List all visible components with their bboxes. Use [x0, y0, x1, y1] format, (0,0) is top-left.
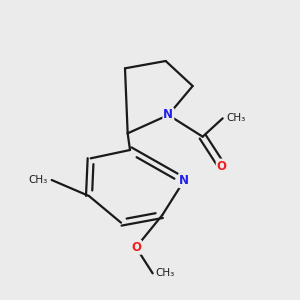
Text: CH₃: CH₃	[227, 113, 246, 123]
Text: O: O	[217, 160, 227, 172]
Text: N: N	[179, 174, 189, 187]
Text: O: O	[131, 241, 141, 254]
Text: CH₃: CH₃	[156, 268, 175, 278]
Text: N: N	[163, 109, 173, 122]
Text: CH₃: CH₃	[28, 175, 48, 185]
